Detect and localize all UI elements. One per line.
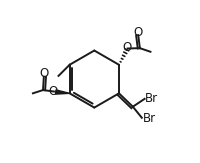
Text: O: O [122,41,131,54]
Text: Br: Br [142,112,156,125]
Text: O: O [39,67,48,80]
Polygon shape [56,90,70,94]
Text: O: O [134,26,143,39]
Text: Br: Br [145,92,158,105]
Text: O: O [49,85,58,98]
